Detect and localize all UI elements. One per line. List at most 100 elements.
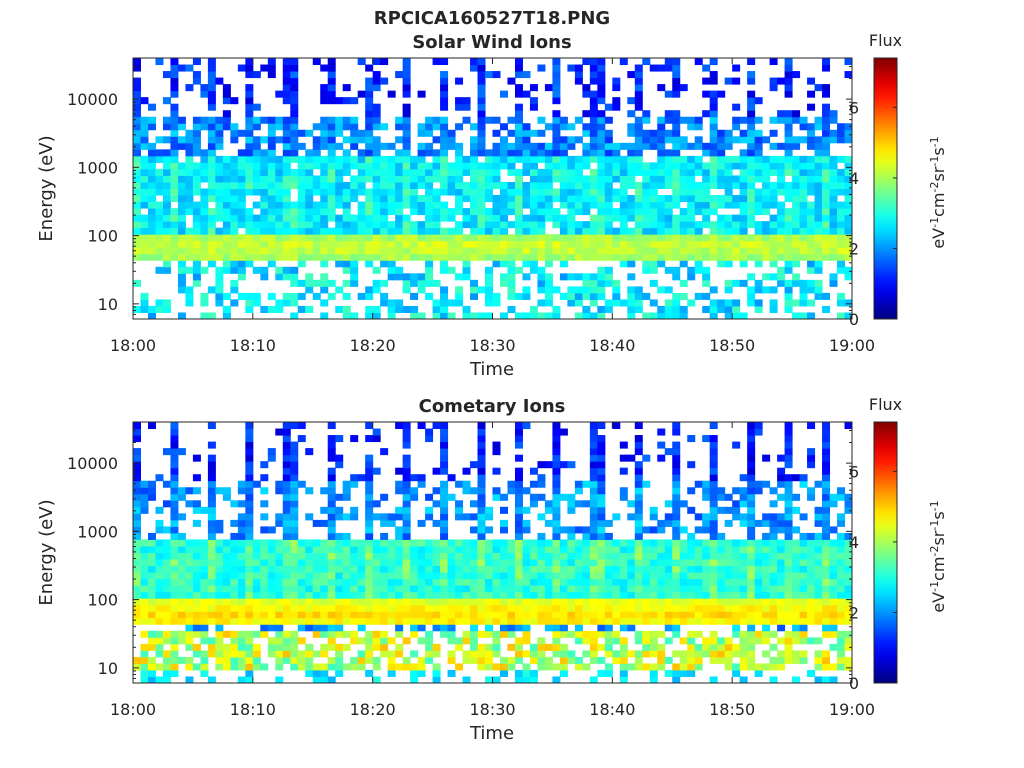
- heatmap-cell: [829, 221, 838, 229]
- heatmap-cell: [140, 591, 149, 599]
- heatmap-cell: [133, 656, 141, 664]
- x-tick-label: 18:20: [350, 336, 396, 355]
- heatmap-cell: [192, 240, 201, 248]
- heatmap-cell: [604, 299, 613, 307]
- heatmap-cell: [709, 585, 718, 593]
- heatmap-cell: [844, 136, 853, 144]
- heatmap-cell: [440, 292, 449, 300]
- heatmap-cell: [402, 221, 411, 229]
- heatmap-cell: [380, 162, 389, 170]
- heatmap-cell: [440, 624, 449, 632]
- heatmap-cell: [320, 273, 329, 281]
- heatmap-cell: [747, 201, 756, 209]
- heatmap-cell: [657, 181, 666, 189]
- heatmap-cell: [177, 591, 186, 599]
- heatmap-cell: [627, 260, 636, 268]
- heatmap-cell: [514, 64, 523, 72]
- heatmap-cell: [245, 663, 254, 671]
- heatmap-cell: [769, 181, 778, 189]
- heatmap-cell: [297, 253, 306, 261]
- heatmap-cell: [402, 656, 411, 664]
- heatmap-cell: [679, 188, 688, 196]
- heatmap-cell: [724, 545, 733, 553]
- heatmap-cell: [440, 441, 449, 449]
- heatmap-cell: [133, 428, 141, 436]
- heatmap-cell: [702, 201, 711, 209]
- heatmap-cell: [807, 227, 816, 235]
- heatmap-cell: [417, 227, 426, 235]
- heatmap-cell: [320, 519, 329, 527]
- heatmap-cell: [814, 552, 823, 560]
- heatmap-cell: [133, 467, 141, 475]
- heatmap-cell: [252, 234, 261, 242]
- heatmap-cell: [140, 578, 149, 586]
- heatmap-cell: [230, 578, 239, 586]
- heatmap-cell: [567, 175, 576, 183]
- heatmap-cell: [814, 188, 823, 196]
- heatmap-cell: [320, 201, 329, 209]
- heatmap-cell: [822, 448, 831, 456]
- heatmap-cell: [507, 253, 516, 261]
- heatmap-cell: [507, 643, 516, 651]
- heatmap-cell: [784, 656, 793, 664]
- heatmap-cell: [777, 168, 786, 176]
- heatmap-cell: [260, 487, 269, 495]
- heatmap-cell: [544, 611, 553, 619]
- heatmap-cell: [702, 234, 711, 242]
- heatmap-cell: [447, 234, 456, 242]
- heatmap-cell: [207, 650, 216, 658]
- heatmap-cell: [237, 240, 246, 248]
- heatmap-cell: [514, 266, 523, 274]
- heatmap-cell: [522, 149, 531, 157]
- heatmap-cell: [200, 84, 209, 92]
- heatmap-cell: [642, 247, 651, 255]
- heatmap-cell: [245, 221, 254, 229]
- heatmap-cell: [222, 116, 231, 124]
- heatmap-cell: [282, 532, 291, 540]
- heatmap-cell: [470, 155, 479, 163]
- heatmap-cell: [679, 240, 688, 248]
- heatmap-cell: [230, 500, 239, 508]
- heatmap-cell: [672, 448, 681, 456]
- heatmap-cell: [657, 611, 666, 619]
- heatmap-cell: [747, 467, 756, 475]
- heatmap-cell: [529, 669, 538, 677]
- heatmap-cell: [724, 305, 733, 313]
- heatmap-cell: [649, 266, 658, 274]
- heatmap-cell: [230, 260, 239, 268]
- heatmap-cell: [462, 116, 471, 124]
- heatmap-cell: [275, 136, 284, 144]
- heatmap-cell: [432, 559, 441, 567]
- heatmap-cell: [514, 480, 523, 488]
- heatmap-cell: [133, 572, 141, 580]
- heatmap-cell: [807, 539, 816, 547]
- heatmap-cell: [529, 676, 538, 684]
- heatmap-cell: [589, 214, 598, 222]
- heatmap-cell: [777, 214, 786, 222]
- heatmap-cell: [529, 305, 538, 313]
- heatmap-cell: [267, 650, 276, 658]
- heatmap-cell: [612, 292, 621, 300]
- heatmap-cell: [784, 208, 793, 216]
- heatmap-cell: [814, 136, 823, 144]
- heatmap-cell: [477, 84, 486, 92]
- heatmap-cell: [649, 227, 658, 235]
- heatmap-cell: [402, 474, 411, 482]
- heatmap-cell: [327, 201, 336, 209]
- heatmap-cell: [462, 480, 471, 488]
- heatmap-cell: [777, 240, 786, 248]
- heatmap-cell: [642, 565, 651, 573]
- heatmap-cell: [672, 162, 681, 170]
- heatmap-cell: [634, 149, 643, 157]
- heatmap-cell: [305, 656, 314, 664]
- heatmap-cell: [822, 572, 831, 580]
- heatmap-cell: [597, 474, 606, 482]
- heatmap-cell: [170, 208, 179, 216]
- heatmap-cell: [687, 669, 696, 677]
- heatmap-cell: [170, 64, 179, 72]
- heatmap-cell: [582, 572, 591, 580]
- heatmap-cell: [192, 188, 201, 196]
- heatmap-cell: [155, 58, 164, 66]
- heatmap-cell: [230, 279, 239, 287]
- heatmap-cell: [207, 637, 216, 645]
